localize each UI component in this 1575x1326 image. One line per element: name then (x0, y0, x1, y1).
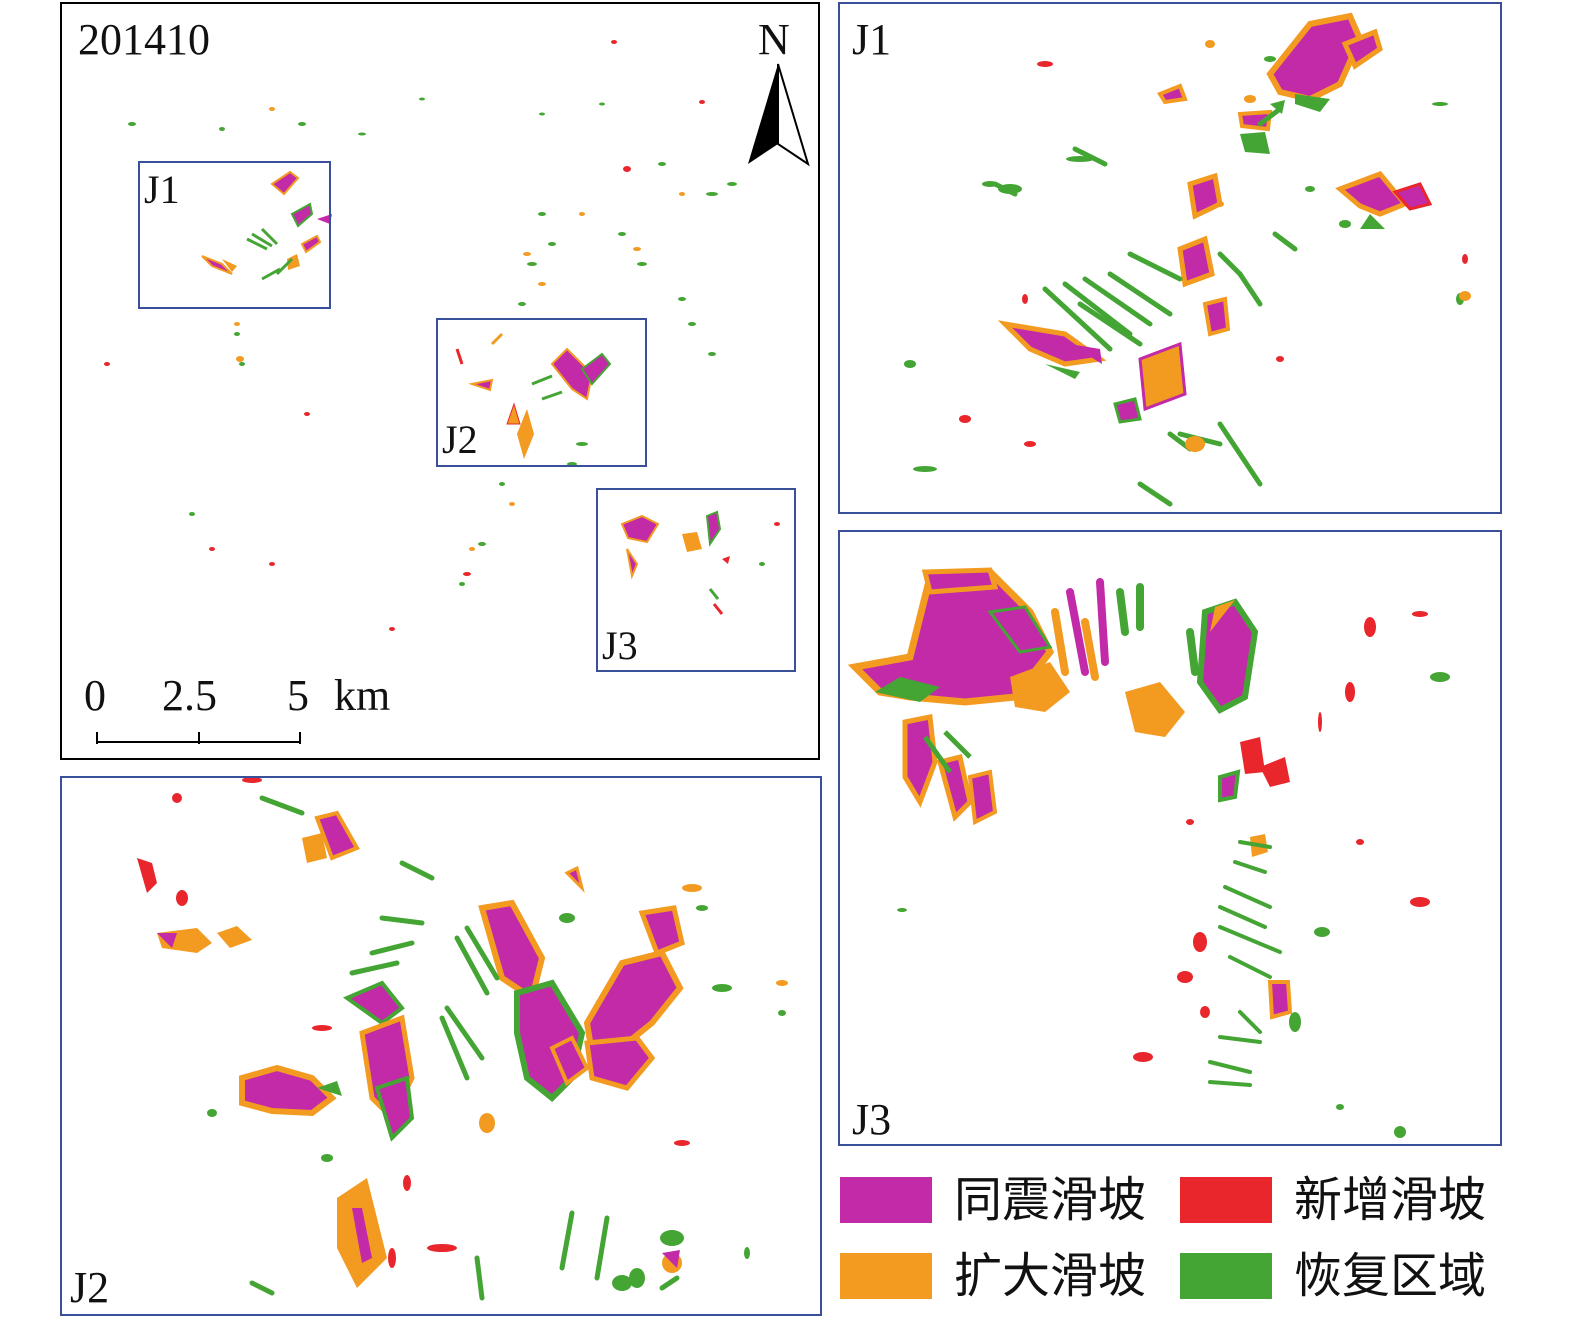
legend-label-coseismic: 同震滑坡 (954, 1172, 1147, 1228)
inset-frame-j3 (596, 488, 796, 672)
inset-frame-j1 (138, 161, 331, 309)
inset-frame-j2 (436, 318, 647, 467)
legend-item-enlarged: 扩大滑坡 (840, 1248, 1146, 1304)
inset-j1: J1 (838, 2, 1502, 514)
legend-item-new: 新增滑坡 (1180, 1172, 1486, 1228)
overview-j2-label: J2 (442, 417, 478, 462)
legend-item-recovery: 恢复区域 (1180, 1248, 1486, 1304)
legend-swatch-enlarged (840, 1253, 932, 1299)
scale-tick-2-5: 2.5 (162, 671, 217, 720)
legend-swatch-recovery (1180, 1253, 1272, 1299)
inset-j1-canvas (904, 12, 1471, 507)
scale-tick-5: 5 (287, 671, 309, 720)
overview-map: 201410 N J1 J2 J3 0 2.5 5 km (60, 2, 820, 760)
inset-j2-label: J2 (70, 1263, 110, 1312)
date-label: 201410 (78, 15, 210, 64)
north-label: N (758, 15, 790, 64)
legend-label-recovery: 恢复区域 (1294, 1248, 1487, 1304)
legend-label-new: 新增滑坡 (1294, 1172, 1487, 1228)
north-arrow-icon (748, 63, 810, 167)
inset-j2-canvas (137, 778, 788, 1301)
overview-j3-label: J3 (602, 623, 638, 668)
scale-unit: km (334, 671, 391, 720)
overview-map-canvas (96, 40, 810, 744)
overview-scatter (104, 40, 780, 631)
legend-swatch-coseismic (840, 1177, 932, 1223)
inset-j3-canvas (847, 567, 1450, 1138)
legend-item-coseismic: 同震滑坡 (840, 1172, 1146, 1228)
legend-label-enlarged: 扩大滑坡 (954, 1248, 1147, 1304)
overview-j1-label: J1 (144, 167, 180, 212)
inset-j3: J3 (838, 530, 1502, 1146)
inset-j1-label: J1 (852, 15, 892, 64)
inset-j2: J2 (60, 776, 822, 1316)
scale-tick-0: 0 (84, 671, 106, 720)
legend: 同震滑坡 新增滑坡 扩大滑坡 恢复区域 (840, 1160, 1570, 1320)
scale-bar (96, 732, 301, 744)
legend-swatch-new (1180, 1177, 1272, 1223)
inset-j3-label: J3 (852, 1095, 892, 1144)
